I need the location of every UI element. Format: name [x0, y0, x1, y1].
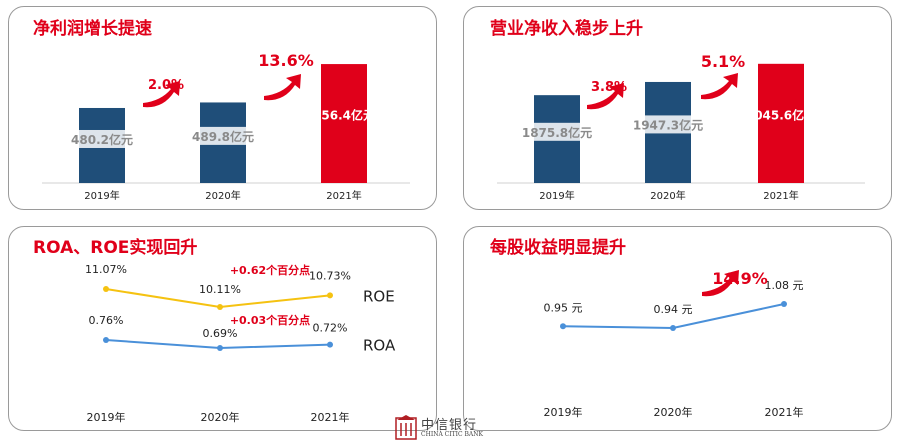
bar — [321, 64, 367, 183]
series-name-label: ROE — [363, 287, 395, 305]
series-point — [103, 337, 109, 343]
growth-label: 13.6% — [258, 51, 314, 70]
x-tick-label: 2020年 — [205, 189, 240, 202]
growth-arrow-icon — [702, 270, 739, 297]
bar-label-band — [78, 129, 126, 148]
x-tick-label: 2021年 — [311, 410, 350, 424]
growth-label: 5.1% — [701, 52, 745, 71]
data-label: 10.73% — [309, 269, 351, 282]
data-label: 2045.6亿元 — [746, 107, 816, 122]
roa-roe-panel — [8, 226, 437, 431]
x-tick-label: 2019年 — [84, 189, 119, 202]
eps-title: 每股收益明显提升 — [490, 238, 626, 258]
data-label: 556.4亿元 — [313, 107, 375, 122]
bar-label-band — [199, 126, 247, 145]
data-label: 0.76% — [89, 314, 124, 327]
data-label: 0.94 元 — [654, 303, 693, 316]
change-annotation: +0.03个百分点 — [230, 313, 310, 327]
x-tick-label: 2021年 — [326, 189, 361, 202]
data-label: 480.2亿元 — [71, 132, 133, 147]
growth-arrow-icon — [587, 83, 624, 110]
series-point — [217, 304, 223, 310]
x-tick-label: 2019年 — [539, 189, 574, 202]
x-tick-label: 2021年 — [763, 189, 798, 202]
series-name-label: ROA — [363, 337, 396, 355]
bank-logo: 中信银行 CHINA CITIC BANK — [395, 414, 545, 444]
data-label: 0.72% — [313, 322, 348, 335]
x-tick-label: 2019年 — [87, 410, 126, 424]
data-label: 0.95 元 — [544, 301, 583, 314]
bank-name-cn: 中信银行 — [421, 418, 478, 433]
series-point — [781, 301, 787, 307]
eps-panel — [463, 226, 892, 431]
bar-label-band — [644, 115, 692, 134]
data-label: 1947.3亿元 — [633, 117, 703, 132]
change-annotation: +0.62个百分点 — [230, 263, 310, 277]
x-tick-label: 2020年 — [650, 189, 685, 202]
roa-roe-title: ROA、ROE实现回升 — [33, 238, 198, 258]
net-profit-title: 净利润增长提速 — [33, 19, 152, 39]
data-label: 0.69% — [203, 327, 238, 340]
x-tick-label: 2019年 — [544, 405, 583, 419]
series-point — [217, 345, 223, 351]
citic-emblem-icon — [395, 415, 417, 440]
x-tick-label: 2021年 — [765, 405, 804, 419]
data-label: 1.08 元 — [765, 279, 804, 292]
growth-arrow-icon — [143, 81, 180, 108]
growth-label: 2.0% — [148, 78, 184, 93]
data-label: 1875.8亿元 — [522, 125, 592, 140]
x-tick-label: 2020年 — [654, 405, 693, 419]
bank-name-en: CHINA CITIC BANK — [421, 431, 483, 438]
data-label: 10.11% — [199, 283, 241, 296]
series-point — [327, 292, 333, 299]
series-point — [103, 286, 109, 292]
series-point — [327, 341, 333, 348]
growth-label: 14.9% — [712, 269, 768, 288]
revenue-title: 营业净收入稳步上升 — [490, 19, 643, 39]
data-label: 11.07% — [85, 263, 127, 276]
bar — [758, 63, 804, 183]
data-label: 489.8亿元 — [192, 129, 254, 144]
growth-label: 3.8% — [591, 80, 627, 95]
x-tick-label: 2020年 — [201, 410, 240, 424]
series-point — [670, 325, 676, 331]
series-point — [560, 323, 566, 330]
bar-label-band — [533, 122, 581, 141]
growth-arrow-icon — [264, 74, 301, 101]
growth-arrow-icon — [701, 73, 738, 100]
